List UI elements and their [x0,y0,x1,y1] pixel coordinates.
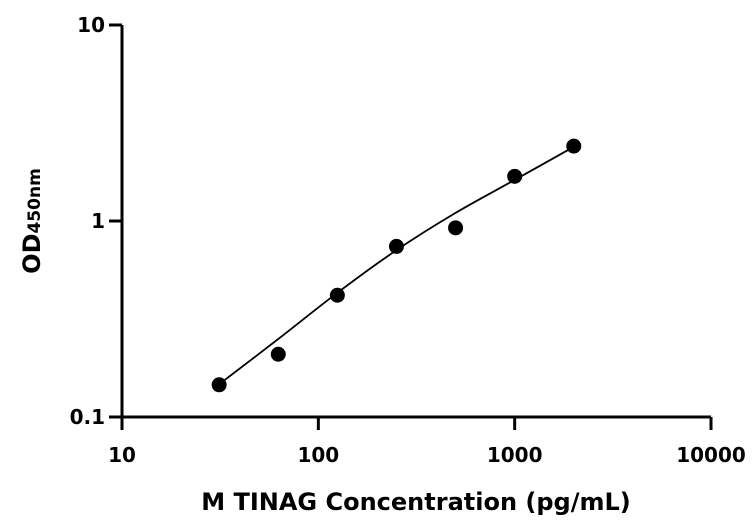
data-point [211,377,227,393]
x-tick-label: 100 [297,443,339,467]
data-point [270,346,286,362]
y-axis-title: OD450nm [18,168,46,274]
y-tick-label: 10 [77,13,105,37]
axes [120,25,711,419]
x-tick-label: 10000 [676,443,746,467]
y-tick-label: 1 [91,209,105,233]
data-point [448,220,464,236]
x-tick-label: 1000 [487,443,543,467]
y-ticks: 0.1 1 10 [70,13,122,429]
y-axis-title-sub: 450nm [25,168,45,233]
y-axis-title-main: OD [18,233,46,273]
data-point [329,287,345,303]
x-axis-title: M TINAG Concentration (pg/mL) [201,488,631,516]
x-ticks: 10 100 1000 10000 [108,417,746,467]
x-tick-label: 10 [108,443,136,467]
data-point [507,168,523,184]
data-point [388,238,404,254]
fit-curve [218,146,575,385]
y-tick-label: 0.1 [70,405,105,429]
data-points [211,138,582,393]
data-point [566,138,582,154]
